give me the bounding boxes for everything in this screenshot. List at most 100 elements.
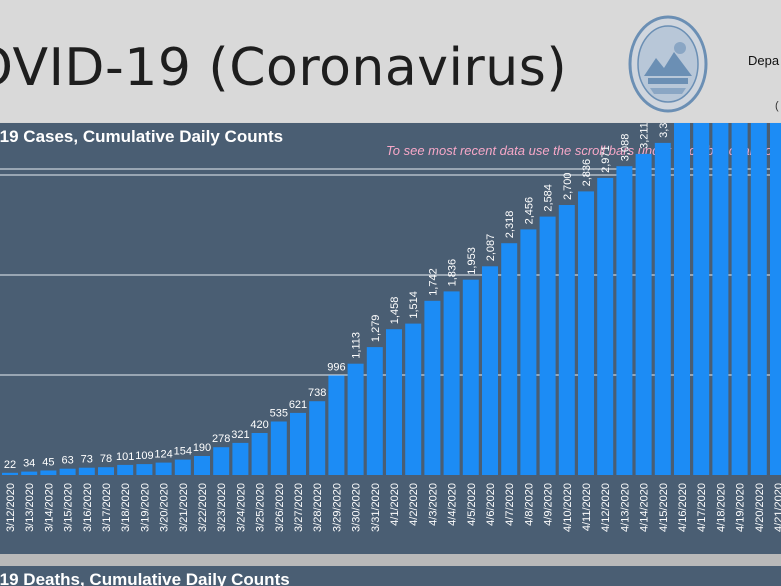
bar[interactable] [366, 347, 383, 475]
bar[interactable] [78, 467, 95, 475]
x-tick-label: 3/15/2020 [63, 483, 75, 532]
x-tick-label: 4/17/2020 [696, 483, 708, 532]
bar[interactable] [251, 433, 268, 475]
bar[interactable] [578, 191, 594, 475]
data-label: 2,318 [504, 211, 516, 239]
chart-scrollbar[interactable] [0, 554, 781, 566]
data-label: 3,321 [658, 123, 670, 138]
bar[interactable] [558, 205, 575, 475]
data-label: 535 [270, 408, 288, 420]
x-tick-label: 4/13/2020 [619, 483, 631, 532]
data-label: 2,836 [581, 159, 593, 187]
bar[interactable] [290, 412, 306, 475]
bar[interactable] [21, 471, 38, 475]
x-tick-label: 3/21/2020 [178, 483, 190, 532]
deaths-chart-panel: -19 Deaths, Cumulative Daily Counts [0, 566, 781, 586]
data-label: 154 [174, 446, 192, 458]
bar[interactable] [693, 123, 710, 476]
x-tick-label: 4/7/2020 [504, 483, 516, 526]
data-label: 34 [23, 458, 35, 470]
bar[interactable] [174, 459, 191, 475]
data-label: 124 [154, 449, 172, 461]
data-label: 109 [135, 450, 153, 462]
bar[interactable] [59, 468, 76, 475]
data-label: 2,971 [600, 145, 612, 173]
nevada-state-seal-icon [628, 15, 708, 113]
data-label: 3,211 [639, 123, 651, 149]
x-tick-label: 3/24/2020 [235, 483, 247, 532]
x-tick-label: 3/19/2020 [139, 483, 151, 532]
x-tick-label: 4/20/2020 [754, 483, 766, 532]
x-tick-label: 3/14/2020 [43, 483, 55, 532]
x-tick-label: 4/5/2020 [466, 483, 478, 526]
bar[interactable] [213, 447, 230, 475]
bar[interactable] [597, 177, 614, 475]
data-label: 190 [193, 442, 211, 454]
data-label: 1,953 [466, 247, 478, 275]
bar[interactable] [482, 266, 498, 475]
bar[interactable] [770, 123, 781, 476]
x-tick-label: 4/10/2020 [562, 483, 574, 532]
data-label: 101 [116, 451, 134, 463]
data-label: 45 [42, 457, 54, 469]
bar[interactable] [635, 153, 652, 475]
bar[interactable] [117, 464, 134, 475]
x-tick-label: 3/25/2020 [255, 483, 267, 532]
data-label: 1,279 [370, 315, 382, 343]
bar[interactable] [616, 166, 633, 475]
x-tick-label: 4/8/2020 [523, 483, 535, 526]
bar[interactable] [98, 467, 114, 475]
data-label: 2,584 [543, 184, 555, 212]
data-label: 2,456 [523, 197, 535, 225]
x-tick-label: 4/16/2020 [677, 483, 689, 532]
bar[interactable] [328, 375, 345, 475]
bar[interactable] [155, 462, 172, 475]
bar[interactable] [443, 291, 460, 475]
bar[interactable] [2, 472, 18, 475]
data-label: 420 [250, 419, 268, 431]
bar[interactable] [347, 363, 364, 475]
bar[interactable] [40, 470, 57, 476]
bar[interactable] [539, 216, 556, 475]
data-label: 1,836 [447, 259, 459, 287]
data-label: 3,088 [619, 134, 631, 162]
x-tick-label: 3/16/2020 [82, 483, 94, 532]
cases-chart-title: -19 Cases, Cumulative Daily Counts [0, 127, 284, 146]
x-tick-label: 3/22/2020 [197, 483, 209, 532]
bar[interactable] [386, 329, 402, 475]
bar[interactable] [309, 401, 326, 475]
bar[interactable] [501, 243, 518, 475]
x-tick-label: 4/15/2020 [658, 483, 670, 532]
x-tick-label: 3/17/2020 [101, 483, 113, 532]
data-label: 2,087 [485, 234, 497, 262]
department-label: Depa [748, 53, 780, 68]
bar[interactable] [750, 123, 767, 476]
bar[interactable] [194, 456, 210, 475]
bar[interactable] [731, 123, 748, 475]
bar[interactable] [654, 142, 671, 475]
bar[interactable] [674, 123, 690, 475]
bar[interactable] [462, 279, 479, 475]
data-label: 278 [212, 433, 230, 445]
bar[interactable] [405, 323, 422, 475]
bar[interactable] [520, 229, 537, 475]
bar[interactable] [232, 442, 249, 475]
x-tick-label: 4/18/2020 [715, 483, 727, 532]
cases-bar-chart: 22 3/12/2020 34 3/13/2020 45 3/14/2020 63 3/15/… [0, 123, 781, 532]
data-label: 1,742 [427, 268, 439, 296]
bar[interactable] [270, 421, 287, 476]
x-tick-label: 3/20/2020 [159, 483, 171, 532]
x-tick-label: 3/26/2020 [274, 483, 286, 532]
bar[interactable] [712, 123, 729, 475]
data-label: 63 [61, 455, 73, 467]
x-tick-label: 3/29/2020 [331, 483, 343, 532]
bar[interactable] [136, 464, 153, 475]
data-label: 621 [289, 399, 307, 411]
x-tick-label: 4/2/2020 [408, 483, 420, 526]
bar[interactable] [424, 300, 441, 475]
x-tick-label: 4/19/2020 [735, 483, 747, 532]
data-label: 996 [327, 361, 345, 373]
page-title: OVID-19 (Coronavirus) [0, 38, 568, 98]
data-label: 73 [81, 454, 93, 466]
data-label: 1,514 [408, 291, 420, 319]
